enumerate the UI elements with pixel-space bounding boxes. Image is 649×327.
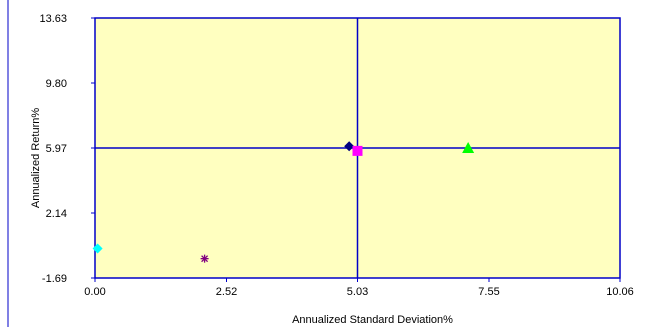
data-point-2 (352, 145, 363, 156)
y-tick-label: -1.69 (42, 273, 67, 285)
x-axis-ticks: 0.00 2.52 5.03 7.55 10.06 (84, 278, 634, 298)
y-tick-label: 9.80 (46, 78, 67, 90)
data-point-4 (92, 243, 103, 254)
x-tick-label: 2.52 (216, 286, 237, 298)
y-tick-label: 5.97 (46, 143, 67, 155)
y-tick-label: 13.63 (39, 13, 67, 25)
y-axis-ticks: 13.63 9.80 5.97 2.14 -1.69 (39, 13, 95, 285)
x-tick-label: 0.00 (84, 286, 105, 298)
data-point-3 (462, 142, 475, 153)
x-axis-title: Annualized Standard Deviation% (292, 314, 453, 326)
x-tick-label: 5.03 (347, 286, 368, 298)
data-points (92, 141, 475, 263)
y-tick-label: 2.14 (46, 208, 67, 220)
x-tick-label: 7.55 (478, 286, 499, 298)
y-axis-title: Annualized Return% (30, 108, 42, 209)
data-point-5 (200, 254, 209, 263)
x-tick-label: 10.06 (606, 286, 634, 298)
data-point-1 (344, 141, 355, 152)
